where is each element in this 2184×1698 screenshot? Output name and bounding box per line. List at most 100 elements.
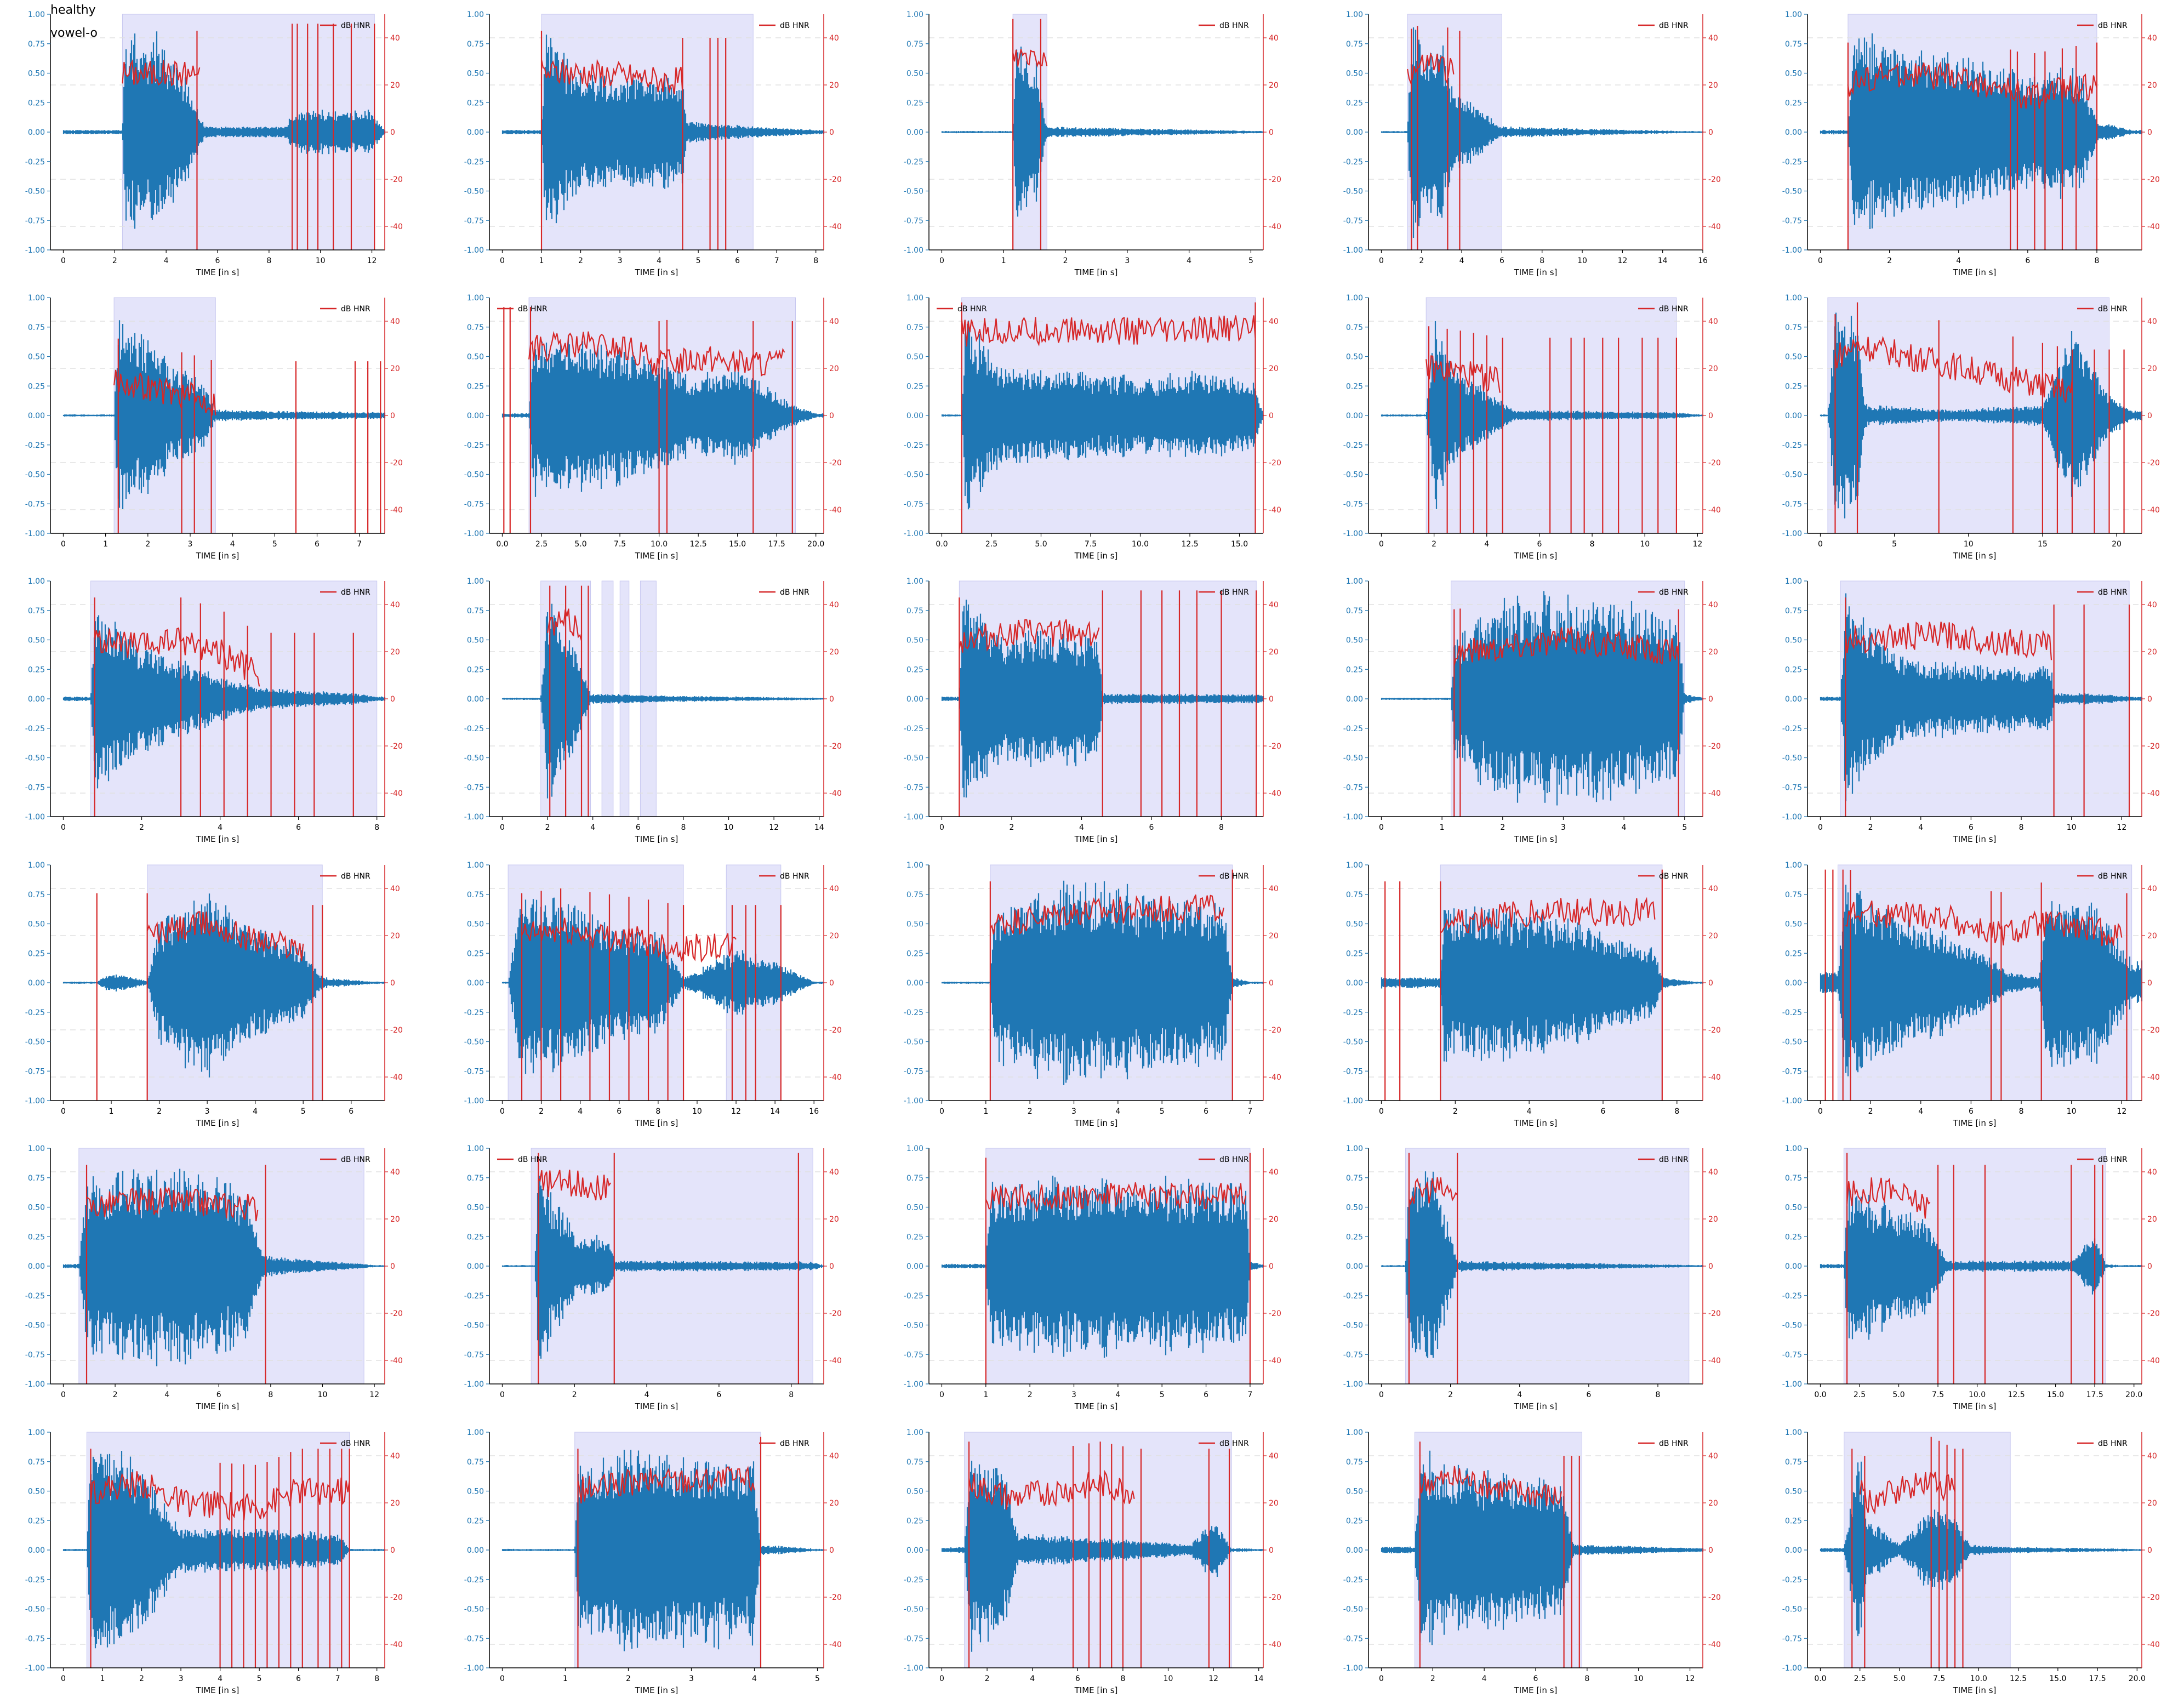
x-tick-label: 5.0 (1035, 540, 1047, 549)
right-tick-label: -20 (829, 459, 842, 468)
x-tick-label: 6 (1586, 1391, 1591, 1399)
left-tick-label: 1.00 (28, 1428, 45, 1437)
x-tick-label: 15.0 (2049, 1674, 2066, 1683)
right-tick-label: 0 (1269, 128, 1274, 137)
hnr-series (1419, 1466, 1562, 1507)
left-tick-label: -0.25 (25, 1008, 45, 1017)
left-tick-label: 0.00 (1346, 695, 1363, 704)
left-tick-label: -0.50 (25, 754, 45, 763)
x-tick-label: 10 (1640, 540, 1650, 549)
x-tick-label: 1 (103, 540, 108, 549)
right-tick-label: -20 (1269, 175, 1281, 184)
right-tick-label: 0 (2147, 128, 2152, 137)
left-tick-label: 1.00 (28, 10, 45, 19)
left-tick-label: -0.50 (464, 471, 484, 480)
left-tick-label: 0.75 (906, 40, 923, 49)
left-tick-label: 0.25 (1346, 99, 1363, 107)
legend-label: dB HNR (1659, 1155, 1689, 1164)
x-tick-label: 10 (2067, 1107, 2077, 1116)
left-tick-label: -0.50 (904, 471, 923, 480)
right-tick-label: 20 (829, 1499, 839, 1508)
left-tick-label: -0.50 (1782, 1605, 1802, 1614)
x-axis-label: TIME [in s] (196, 551, 240, 561)
x-axis-label: TIME [in s] (635, 551, 678, 561)
x-tick-label: 8 (813, 257, 818, 265)
x-axis-label: TIME [in s] (1953, 1685, 1997, 1695)
vowel-label: vowel-o (50, 26, 98, 40)
x-tick-label: 12 (769, 823, 779, 832)
subplot: -1.00-0.75-0.50-0.250.000.250.500.751.00… (464, 577, 842, 844)
waveform-series (941, 47, 1264, 217)
left-tick-label: 1.00 (1346, 577, 1363, 586)
right-tick-label: -40 (1269, 789, 1281, 798)
left-tick-label: -1.00 (904, 1097, 923, 1106)
left-tick-label: 0.75 (1785, 891, 1802, 899)
left-tick-label: 0.50 (28, 1204, 45, 1212)
right-tick-label: 20 (390, 1499, 400, 1508)
legend-label: dB HNR (1659, 21, 1689, 30)
right-tick-label: 20 (1269, 81, 1279, 90)
left-tick-label: 0.50 (906, 353, 923, 362)
x-tick-label: 0 (1379, 1107, 1384, 1116)
right-tick-label: 0 (2147, 979, 2152, 988)
x-tick-label: 5 (1892, 540, 1897, 549)
x-tick-label: 2 (545, 823, 550, 832)
left-tick-label: -0.50 (1343, 1605, 1363, 1614)
x-tick-label: 0.0 (936, 540, 948, 549)
left-tick-label: 0.75 (28, 40, 45, 49)
right-tick-label: -40 (1708, 1640, 1721, 1649)
right-tick-label: -40 (1269, 1640, 1281, 1649)
right-tick-label: -20 (390, 175, 403, 184)
left-tick-label: 0.75 (1346, 1174, 1363, 1183)
x-tick-label: 12 (1685, 1674, 1695, 1683)
x-tick-label: 0 (1379, 1674, 1384, 1683)
left-tick-label: -0.50 (1782, 471, 1802, 480)
x-tick-label: 2.5 (535, 540, 548, 549)
left-tick-label: 0.75 (1346, 40, 1363, 49)
left-tick-label: -0.75 (904, 1634, 923, 1643)
left-tick-label: -0.25 (25, 725, 45, 733)
subplot: -1.00-0.75-0.50-0.250.000.250.500.751.00… (464, 1428, 842, 1695)
subplot: -1.00-0.75-0.50-0.250.000.250.500.751.00… (904, 1428, 1281, 1695)
x-tick-label: 0.0 (1814, 1391, 1826, 1399)
x-tick-label: 15 (2038, 540, 2048, 549)
waveform-series (1820, 593, 2143, 801)
left-tick-label: 0.25 (467, 665, 484, 674)
x-tick-label: 2 (572, 1391, 577, 1399)
subplot: -1.00-0.75-0.50-0.250.000.250.500.751.00… (464, 294, 842, 561)
right-tick-label: 0 (390, 128, 395, 137)
left-tick-label: -0.75 (904, 1067, 923, 1076)
hnr-series (86, 1186, 259, 1222)
right-tick-label: -40 (829, 506, 842, 515)
left-tick-label: 0.00 (1785, 695, 1802, 704)
legend-label: dB HNR (518, 305, 548, 314)
hnr-series (1440, 897, 1656, 933)
x-tick-label: 4 (164, 1391, 169, 1399)
left-tick-label: -0.75 (25, 783, 45, 792)
subplot: -1.00-0.75-0.50-0.250.000.250.500.751.00… (464, 1144, 842, 1411)
x-tick-label: 2 (1028, 1391, 1033, 1399)
left-tick-label: -0.75 (25, 216, 45, 225)
right-tick-label: 40 (390, 885, 400, 893)
x-tick-label: 15.0 (729, 540, 746, 549)
left-tick-label: -0.25 (1782, 725, 1802, 733)
x-axis-label: TIME [in s] (1953, 267, 1997, 277)
left-tick-label: 1.00 (467, 861, 484, 870)
x-axis-label: TIME [in s] (1953, 834, 1997, 844)
right-tick-label: 0 (2147, 1546, 2152, 1555)
right-tick-label: 20 (1708, 364, 1718, 373)
legend-label: dB HNR (2098, 21, 2128, 30)
right-tick-label: 20 (1708, 1499, 1718, 1508)
subplot: -1.00-0.75-0.50-0.250.000.250.500.751.00… (1782, 861, 2160, 1128)
left-tick-label: -0.50 (25, 1038, 45, 1047)
left-tick-label: -0.25 (1782, 1008, 1802, 1017)
left-tick-label: 1.00 (906, 1428, 923, 1437)
left-tick-label: 0.25 (28, 99, 45, 107)
right-tick-label: -20 (2147, 459, 2160, 468)
x-tick-label: 3 (1071, 1391, 1076, 1399)
right-tick-label: 20 (390, 648, 400, 657)
x-tick-label: 2 (1063, 257, 1068, 265)
x-tick-label: 5 (1160, 1391, 1165, 1399)
right-tick-label: 20 (390, 81, 400, 90)
legend-label: dB HNR (780, 588, 809, 597)
